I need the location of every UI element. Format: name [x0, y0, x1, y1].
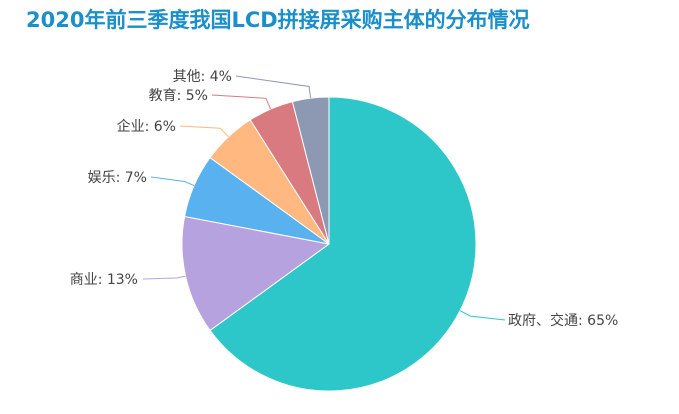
slice-label-5: 教育: 5%: [149, 88, 208, 104]
slice-label-6: 其他: 4%: [173, 69, 232, 85]
slice-label-1: 政府、交通: 65%: [508, 312, 618, 329]
slice-label-2: 商业: 13%: [70, 272, 138, 288]
leader-line-6: [235, 75, 312, 99]
leader-line-5: [211, 94, 272, 110]
chart-title: 2020年前三季度我国LCD拼接屏采购主体的分布情况: [26, 8, 530, 32]
leader-line-1: [459, 310, 506, 321]
leader-line-2: [142, 275, 186, 280]
leader-line-4: [179, 125, 229, 138]
pie-leader-lines: [142, 75, 506, 321]
pie-slices: [181, 96, 477, 392]
pie-labels: 政府、交通: 65% 商业: 13% 娱乐: 7% 企业: 6% 教育: 5% 其他: 4…: [70, 69, 619, 329]
slice-label-4: 企业: 6%: [117, 118, 176, 135]
pie-slice-1[interactable]: [209, 96, 477, 392]
pie-slice-2[interactable]: [181, 215, 331, 332]
leader-line-3: [150, 176, 195, 187]
slice-label-3: 娱乐: 7%: [88, 170, 147, 186]
